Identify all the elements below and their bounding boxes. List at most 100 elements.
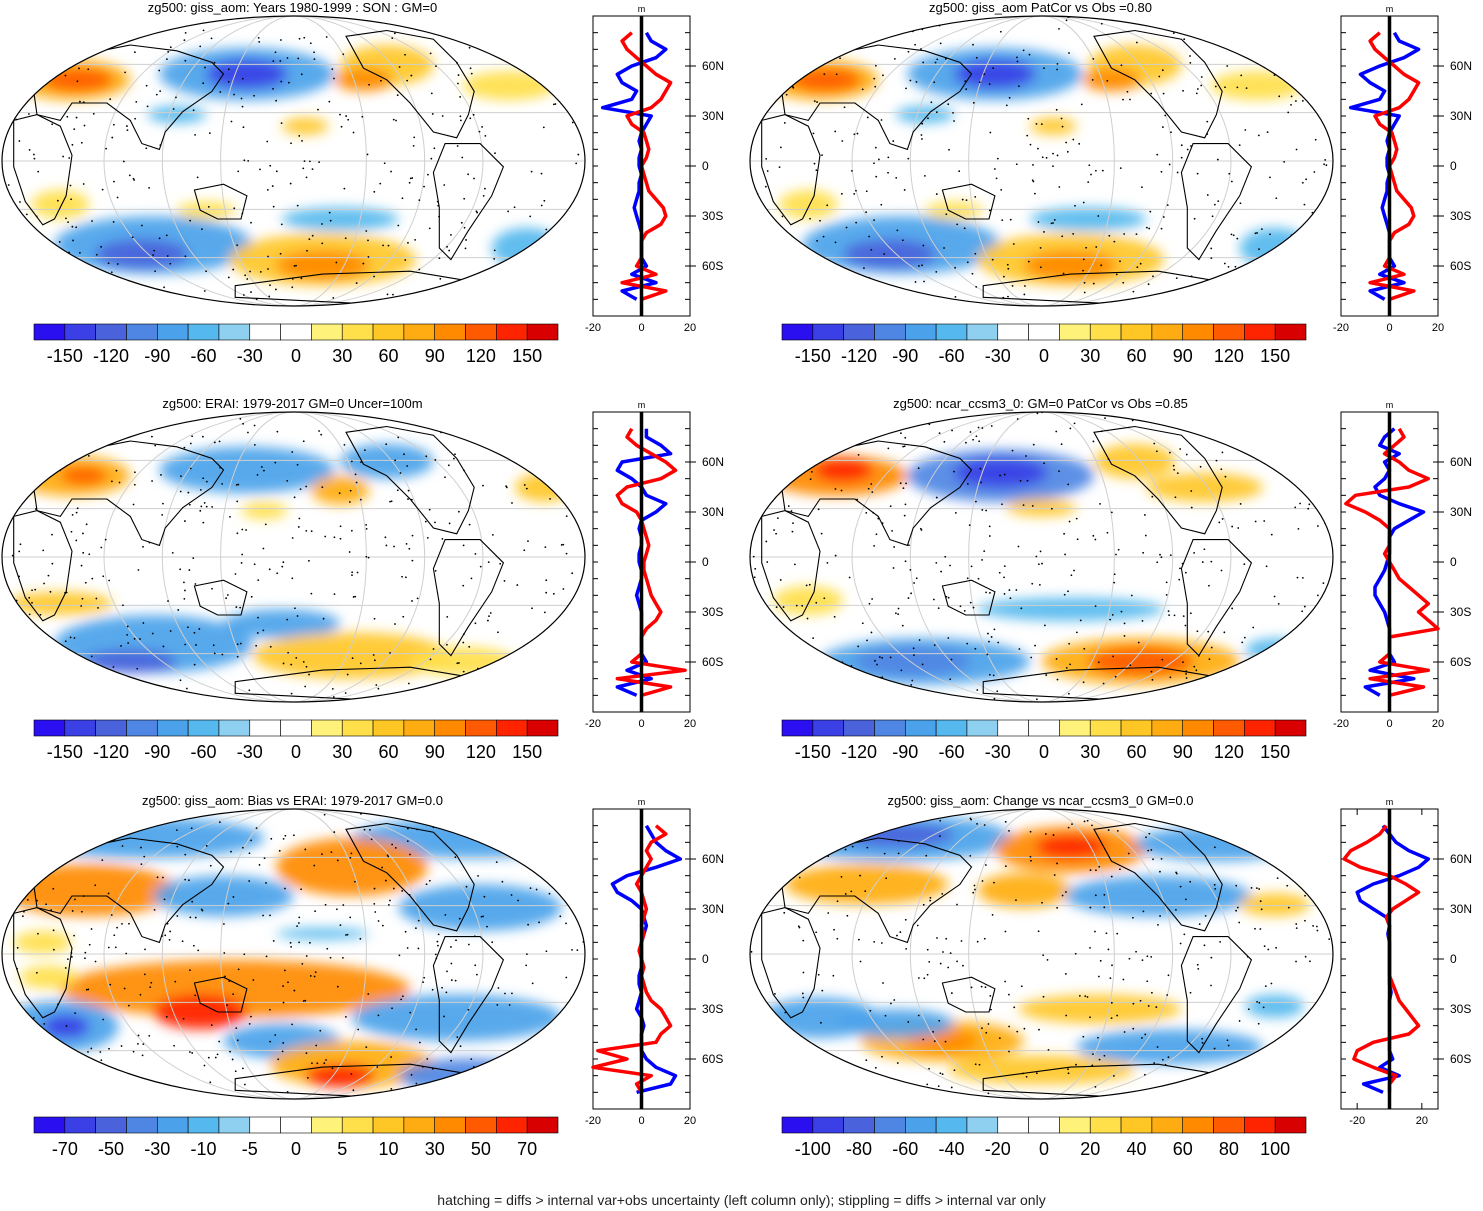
stipple-dot — [1032, 443, 1035, 446]
stipple-dot — [123, 987, 126, 990]
stipple-dot — [1094, 1085, 1097, 1088]
stipple-dot — [802, 1065, 805, 1068]
stipple-dot — [547, 86, 549, 89]
stipple-dot — [342, 904, 345, 906]
colorbar-swatch — [966, 719, 999, 737]
stipple-dot — [1231, 607, 1234, 610]
stipple-dot — [775, 55, 777, 58]
stipple-dot — [141, 1054, 144, 1057]
stipple-dot — [1029, 143, 1032, 146]
stipple-dot — [287, 981, 289, 984]
stipple-dot — [491, 533, 494, 536]
stipple-dot — [313, 58, 316, 61]
stipple-dot — [1175, 908, 1177, 911]
stipple-dot — [1092, 57, 1095, 60]
stipple-dot — [1304, 894, 1306, 897]
stipple-dot — [1183, 38, 1186, 41]
stipple-dot — [321, 486, 324, 489]
panel-graphics: -150 -120 -90 -60 -30 0 30 60 90 120 150m60N30N030… — [749, 400, 1472, 762]
stipple-dot — [15, 877, 18, 880]
stipple-dot — [65, 1025, 68, 1027]
stipple-dot — [438, 215, 440, 218]
stipple-dot — [951, 429, 953, 432]
stipple-dot — [1306, 667, 1309, 670]
stipple-dot — [339, 525, 342, 528]
stipple-dot — [971, 272, 974, 275]
stipple-dot — [985, 1031, 988, 1034]
colorbar-swatch — [843, 1116, 875, 1134]
stipple-dot — [1175, 277, 1178, 279]
stipple-dot — [187, 491, 190, 494]
stipple-dot — [788, 439, 791, 442]
stipple-dot — [1193, 665, 1196, 668]
stipple-dot — [1031, 505, 1034, 507]
stipple-dot — [279, 252, 282, 255]
stipple-dot — [928, 1067, 930, 1070]
stipple-dot — [323, 1062, 326, 1065]
stipple-dot — [983, 73, 986, 76]
longitude-gridline — [968, 809, 1115, 1099]
stipple-dot — [1211, 423, 1213, 426]
zonal-x-tick-label: -20 — [1333, 718, 1349, 730]
stipple-dot — [397, 224, 400, 227]
stipple-dot — [140, 863, 143, 866]
stipple-dot — [296, 615, 299, 617]
stipple-dot — [325, 36, 328, 38]
stipple-dot — [322, 617, 325, 620]
stipple-dot — [877, 158, 880, 161]
stipple-dot — [165, 1015, 168, 1018]
stipple-dot — [969, 431, 972, 433]
stipple-dot — [237, 483, 240, 486]
stipple-dot — [58, 241, 61, 243]
colorbar-label: -120 — [841, 742, 877, 762]
stipple-dot — [1089, 906, 1092, 909]
stipple-dot — [91, 577, 94, 580]
colorbar-swatch — [249, 1116, 281, 1134]
stipple-dot — [1257, 1022, 1260, 1025]
stipple-dot — [233, 207, 236, 210]
stipple-dot — [768, 1070, 770, 1073]
stipple-dot — [552, 103, 555, 106]
stipple-dot — [756, 866, 759, 869]
stipple-dot — [757, 99, 760, 102]
stipple-dot — [299, 488, 302, 490]
lat-tick-label: 0 — [1450, 159, 1457, 173]
lat-tick-label: 30S — [702, 1002, 723, 1016]
stipple-dot — [1165, 593, 1168, 596]
stipple-dot — [568, 211, 571, 213]
stipple-dot — [188, 503, 191, 506]
colorbar-swatch — [218, 323, 251, 341]
stipple-dot — [392, 887, 395, 890]
stipple-dot — [183, 446, 186, 449]
stipple-dot — [344, 237, 347, 240]
stipple-dot — [373, 275, 375, 278]
colorbar-swatch — [1028, 323, 1060, 341]
stipple-dot — [100, 245, 103, 248]
stipple-dot — [235, 1027, 238, 1030]
stipple-dot — [1224, 86, 1226, 89]
stipple-dot — [9, 861, 12, 863]
stipple-dot — [425, 455, 428, 458]
colorbar-label: -60 — [939, 346, 965, 366]
zonal-unit-label: m — [1386, 400, 1394, 410]
stipple-dot — [1279, 299, 1282, 301]
stipple-dot — [65, 461, 67, 464]
longitude-gridline — [161, 16, 426, 306]
colorbar-swatch — [403, 719, 436, 737]
stipple-dot — [1174, 496, 1177, 499]
stipple-dot — [538, 921, 540, 924]
stipple-dot — [342, 53, 345, 56]
stipple-dot — [855, 221, 858, 224]
stipple-dot — [791, 436, 794, 439]
stipple-dot — [155, 25, 157, 28]
coastline — [30, 44, 225, 151]
stipple-dot — [965, 88, 968, 91]
stipple-dot — [175, 829, 178, 831]
stipple-dot — [64, 967, 67, 969]
panel-ncar-patcor: zg500: ncar_ccsm3_0: GM=0 PatCor vs Obs … — [748, 396, 1483, 786]
stipple-dot — [389, 899, 391, 902]
stipple-dot — [813, 162, 816, 165]
stipple-dot — [904, 817, 907, 820]
stipple-dot — [11, 415, 14, 418]
stipple-dot — [567, 898, 570, 901]
